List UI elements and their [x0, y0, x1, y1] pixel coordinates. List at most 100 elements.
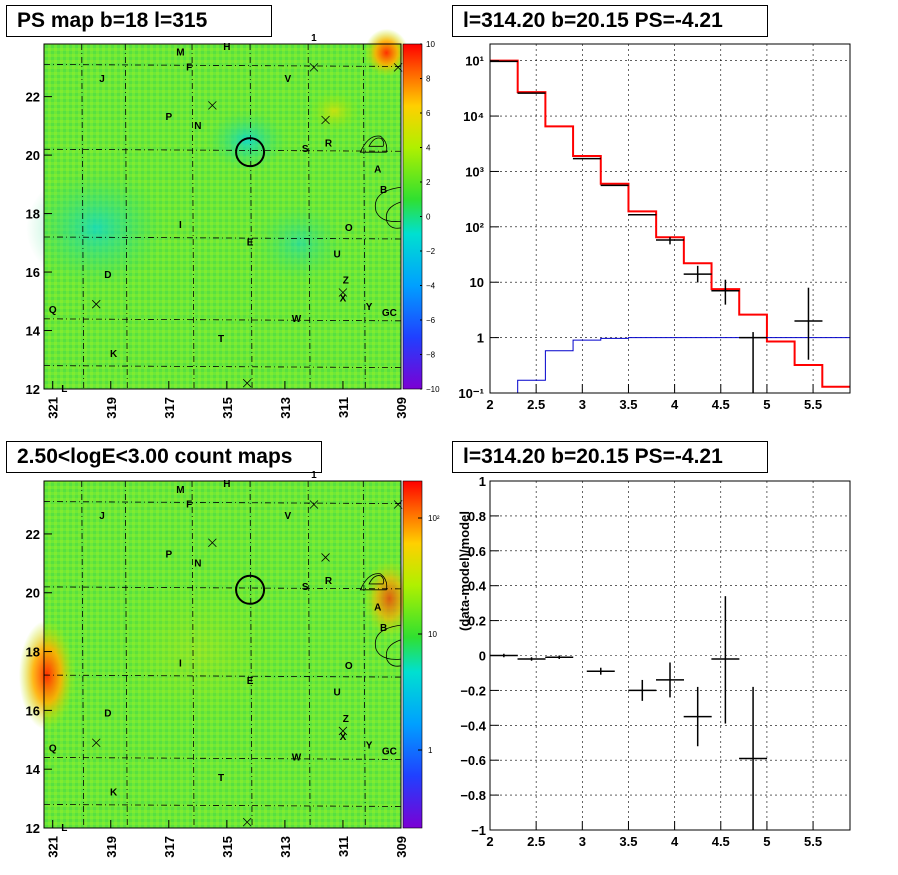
ps-map-source-label: 1 — [311, 33, 317, 44]
count-map-source-label: R — [325, 576, 333, 587]
ps-map-xtick-label: 311 — [336, 397, 351, 418]
count-map-source-label: D — [104, 708, 111, 719]
ps-map-ytick-label: 12 — [26, 382, 40, 397]
count-map-source-label: V — [284, 511, 291, 522]
count-map-source-label: X — [340, 732, 347, 743]
ps-map-source-label: S — [302, 144, 309, 155]
ps-map-low-region — [254, 202, 345, 283]
count-map-source-label: N — [194, 558, 201, 569]
count-map-gridline — [81, 480, 85, 829]
residual-xtick-label: 3.5 — [619, 834, 637, 849]
count-map-xtick-label: 313 — [278, 836, 293, 858]
count-map-ytick-label: 14 — [26, 762, 41, 777]
ps-map-source-label: M — [176, 48, 184, 59]
count-map-ytick-label: 12 — [26, 821, 40, 836]
residual-xtick-label: 5.5 — [804, 834, 822, 849]
count-map-source-cross — [91, 738, 101, 748]
count-map-contour — [368, 575, 385, 585]
ps-map-gridline — [307, 43, 311, 390]
count-map-xtick-label: 319 — [104, 836, 119, 858]
spectrum-ytick-label: 10 — [470, 275, 484, 290]
residual-ytick-label: −1 — [471, 823, 486, 838]
ps-map-source-label: D — [104, 270, 111, 281]
count-map-gridline — [249, 480, 253, 829]
ps-map-mid-region — [309, 91, 360, 132]
ps-map-gridline — [81, 43, 85, 390]
ps-colorbar — [402, 43, 423, 390]
ps-map-source-label: E — [247, 238, 254, 249]
count-map-target-circle — [235, 574, 266, 605]
residual-grid — [490, 481, 850, 830]
ps-map-frame — [43, 43, 402, 390]
spectrum-xtick-label: 4.5 — [712, 397, 730, 412]
count-map-title: 2.50<logE<3.00 count maps — [6, 441, 322, 473]
ps-map-gridline — [249, 43, 253, 390]
spectrum-xtick-label: 5 — [763, 397, 770, 412]
count-map-source-cross — [242, 817, 252, 827]
count-map-frame — [43, 480, 402, 829]
ps-map-source-label: A — [374, 165, 381, 176]
count-map-source-label: I — [179, 658, 182, 669]
spectrum-ytick-label: 10¹ — [465, 54, 484, 69]
ps-map-source-label: J — [99, 74, 105, 85]
ps-map-source-label: H — [223, 42, 230, 53]
count-map-source-label: Q — [49, 744, 57, 755]
ps-map-source-label: V — [284, 74, 291, 85]
ps-map-source-label: N — [194, 121, 201, 132]
ps-colorbar-label: 2 — [426, 178, 431, 187]
ps-map-source-label: W — [292, 314, 302, 325]
residual-ytick-label: 1 — [479, 474, 486, 489]
count-map-ytick-label: 22 — [26, 527, 40, 542]
count-map-xtick-label: 321 — [46, 836, 61, 858]
residual-ytick-label: −0.8 — [460, 788, 486, 803]
ps-map-xtick-label: 321 — [46, 397, 61, 419]
ps-map-contour — [385, 201, 402, 229]
ps-map-source-label: O — [345, 223, 353, 234]
ps-map-source-label: F — [186, 62, 192, 73]
count-colorbar — [402, 480, 423, 829]
residual-xtick-label: 4.5 — [712, 834, 730, 849]
residual-ytick-label: −0.4 — [460, 718, 486, 733]
spectrum-ytick-label: 10² — [465, 220, 484, 235]
ps-map-gridline — [191, 43, 195, 390]
ps-map-source-label: GC — [382, 308, 397, 319]
ps-colorbar-label: −4 — [426, 282, 436, 291]
count-map-ytick-label: 20 — [26, 586, 40, 601]
residual-xtick-label: 5 — [763, 834, 770, 849]
count-map-source-cross — [321, 553, 330, 562]
ps-map-xtick-label: 319 — [104, 397, 119, 419]
count-map-source-label: E — [247, 676, 254, 687]
ps-colorbar-label: 8 — [426, 75, 431, 84]
ps-map-gridline — [43, 236, 402, 240]
ps-map-source-label: P — [165, 112, 172, 123]
spectrum-ytick-label: 1 — [477, 331, 484, 346]
spectrum-title: l=314.20 b=20.15 PS=-4.21 — [452, 5, 768, 37]
count-map-gridline — [43, 804, 402, 807]
spectrum-ytick-label: 10⁻¹ — [458, 386, 484, 401]
count-map-source-label: B — [380, 623, 387, 634]
count-map-xtick-label: 317 — [162, 836, 177, 858]
ps-colorbar-label: −8 — [426, 351, 436, 360]
ps-map-gridline — [43, 148, 402, 152]
ps-map-source-label: Z — [343, 276, 349, 287]
residual-ylabel: (data-model)/model — [457, 511, 472, 631]
ps-colorbar-label: 10 — [426, 40, 435, 49]
ps-map-shading — [26, 28, 409, 289]
spectrum-xtick-label: 4 — [671, 397, 679, 412]
count-map-ytick-label: 16 — [26, 703, 40, 718]
ps-colorbar-label: −2 — [426, 247, 436, 256]
count-colorbar-label: 1 — [428, 746, 433, 755]
ps-colorbar-label: 0 — [426, 213, 431, 222]
spectrum-xtick-label: 3.5 — [619, 397, 637, 412]
count-map-ytick-label: 18 — [26, 645, 40, 660]
count-map-source-cross — [309, 500, 319, 509]
residual-ytick-label: 0.4 — [468, 579, 487, 594]
count-map-gridline — [43, 757, 402, 760]
ps-map-ytick-label: 16 — [26, 265, 40, 280]
count-map-contour — [385, 639, 402, 667]
spectrum-ytick-label: 10³ — [465, 164, 484, 179]
ps-map-source-cross — [91, 299, 101, 309]
count-map-xtick-label: 309 — [394, 836, 409, 858]
ps-colorbar-label: −6 — [426, 316, 436, 325]
